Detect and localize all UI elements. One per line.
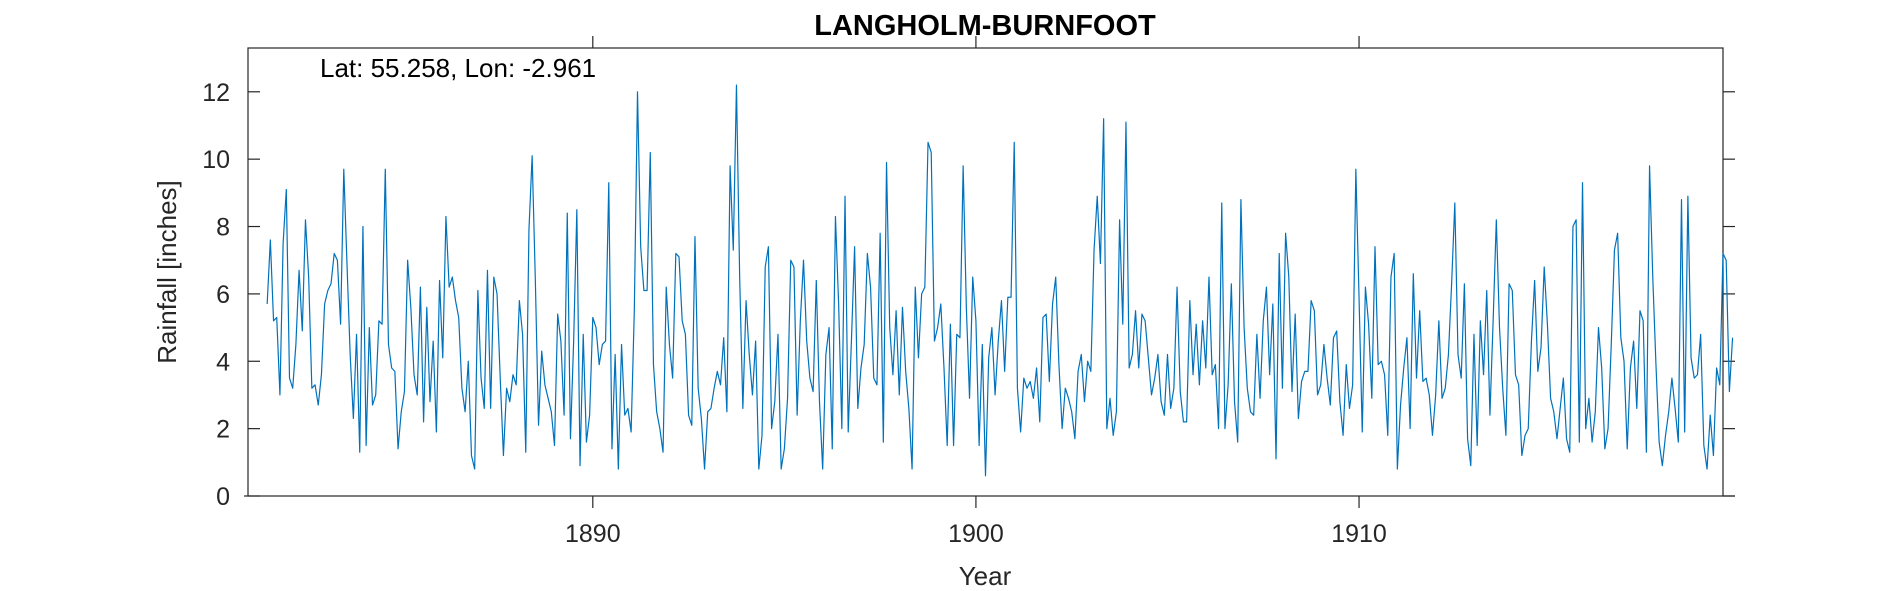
y-tick-label: 8: [216, 214, 230, 242]
tick-labels: 0 2 4 6 8 10 12 1890 1900 1910: [202, 79, 1387, 548]
x-tick-label: 1900: [948, 520, 1004, 548]
station-coordinates-annotation: Lat: 55.258, Lon: -2.961: [320, 53, 596, 83]
rainfall-series-line: [266, 84, 1734, 477]
y-tick-label: 12: [202, 79, 230, 107]
y-axis-label: Rainfall [inches]: [152, 180, 182, 364]
y-tick-label: 4: [216, 348, 230, 376]
y-tick-label: 2: [216, 416, 230, 444]
y-tick-label: 6: [216, 281, 230, 309]
x-tick-label: 1910: [1331, 520, 1387, 548]
x-axis-label: Year: [959, 561, 1012, 591]
y-tick-label: 10: [202, 146, 230, 174]
plot-area: [247, 47, 1724, 497]
x-tick-label: 1890: [565, 520, 621, 548]
axis-ticks: [244, 36, 1735, 508]
y-tick-label: 0: [216, 483, 230, 511]
chart-title: LANGHOLM-BURNFOOT: [814, 10, 1156, 42]
